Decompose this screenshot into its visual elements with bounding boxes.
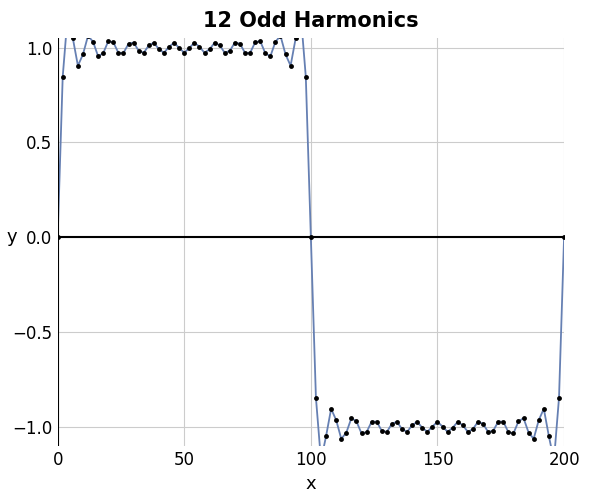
X-axis label: x: x (306, 475, 316, 493)
Y-axis label: y: y (7, 228, 17, 246)
Title: 12 Odd Harmonics: 12 Odd Harmonics (203, 11, 418, 31)
